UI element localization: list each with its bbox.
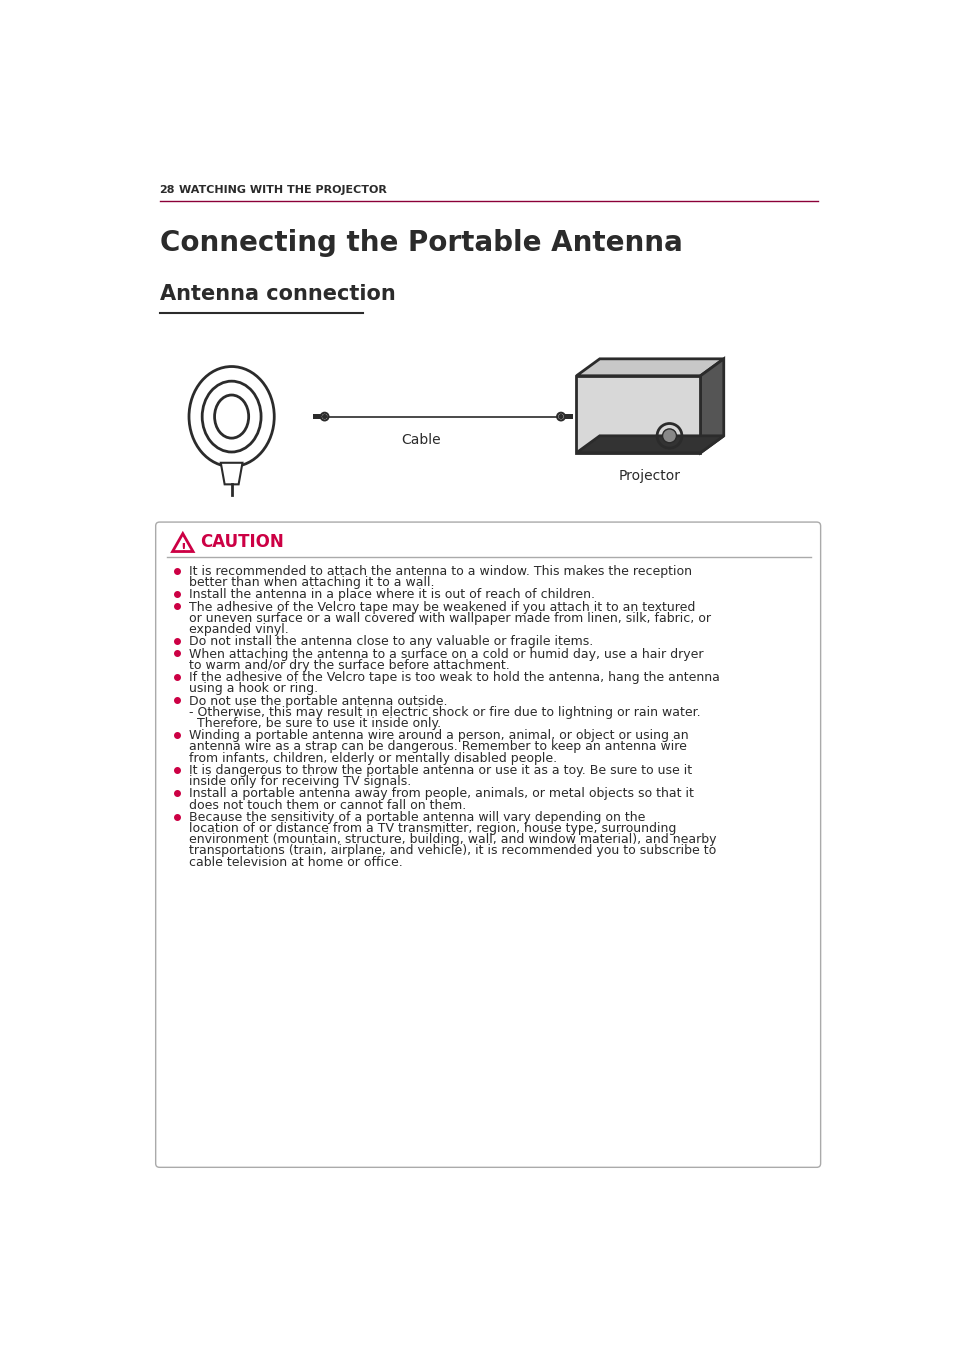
- Text: - Otherwise, this may result in electric shock or fire due to lightning or rain : - Otherwise, this may result in electric…: [189, 705, 700, 719]
- FancyBboxPatch shape: [564, 414, 572, 418]
- Text: expanded vinyl.: expanded vinyl.: [189, 623, 289, 636]
- Text: to warm and/or dry the surface before attachment.: to warm and/or dry the surface before at…: [189, 659, 509, 672]
- Polygon shape: [576, 376, 700, 452]
- Text: does not touch them or cannot fall on them.: does not touch them or cannot fall on th…: [189, 799, 466, 811]
- Text: Cable: Cable: [401, 432, 441, 447]
- Polygon shape: [220, 463, 242, 485]
- Polygon shape: [172, 533, 193, 551]
- Text: Projector: Projector: [618, 468, 680, 483]
- Polygon shape: [700, 359, 723, 452]
- Text: transportations (train, airplane, and vehicle), it is recommended you to subscri: transportations (train, airplane, and ve…: [189, 845, 716, 857]
- Text: The adhesive of the Velcro tape may be weakened if you attach it to an textured: The adhesive of the Velcro tape may be w…: [189, 601, 695, 613]
- FancyBboxPatch shape: [155, 523, 820, 1167]
- Circle shape: [558, 414, 562, 418]
- Text: using a hook or ring.: using a hook or ring.: [189, 682, 317, 695]
- FancyBboxPatch shape: [313, 414, 320, 418]
- Text: If the adhesive of the Velcro tape is too weak to hold the antenna, hang the ant: If the adhesive of the Velcro tape is to…: [189, 672, 720, 684]
- Text: !: !: [180, 542, 186, 555]
- Text: It is recommended to attach the antenna to a window. This makes the reception: It is recommended to attach the antenna …: [189, 565, 691, 578]
- Text: antenna wire as a strap can be dangerous. Remember to keep an antenna wire: antenna wire as a strap can be dangerous…: [189, 741, 686, 753]
- Text: Install a portable antenna away from people, animals, or metal objects so that i: Install a portable antenna away from peo…: [189, 788, 693, 800]
- Text: When attaching the antenna to a surface on a cold or humid day, use a hair dryer: When attaching the antenna to a surface …: [189, 647, 702, 661]
- Text: Winding a portable antenna wire around a person, animal, or object or using an: Winding a portable antenna wire around a…: [189, 730, 688, 742]
- Text: from infants, children, elderly or mentally disabled people.: from infants, children, elderly or menta…: [189, 751, 557, 765]
- Circle shape: [661, 429, 676, 443]
- Text: Do not use the portable antenna outside.: Do not use the portable antenna outside.: [189, 695, 447, 708]
- Text: location of or distance from a TV transmitter, region, house type, surrounding: location of or distance from a TV transm…: [189, 822, 676, 835]
- Text: environment (mountain, structure, building, wall, and window material), and near: environment (mountain, structure, buildi…: [189, 833, 716, 846]
- Text: WATCHING WITH THE PROJECTOR: WATCHING WITH THE PROJECTOR: [179, 185, 386, 195]
- Text: It is dangerous to throw the portable antenna or use it as a toy. Be sure to use: It is dangerous to throw the portable an…: [189, 764, 691, 777]
- Circle shape: [322, 414, 326, 418]
- Text: CAUTION: CAUTION: [199, 533, 283, 551]
- Text: Connecting the Portable Antenna: Connecting the Portable Antenna: [159, 229, 681, 257]
- Text: inside only for receiving TV signals.: inside only for receiving TV signals.: [189, 774, 411, 788]
- Text: Therefore, be sure to use it inside only.: Therefore, be sure to use it inside only…: [189, 716, 440, 730]
- Text: better than when attaching it to a wall.: better than when attaching it to a wall.: [189, 575, 434, 589]
- Polygon shape: [576, 359, 723, 376]
- Polygon shape: [576, 436, 723, 452]
- Text: 28: 28: [159, 185, 174, 195]
- Text: or uneven surface or a wall covered with wallpaper made from linen, silk, fabric: or uneven surface or a wall covered with…: [189, 612, 710, 624]
- Text: Antenna connection: Antenna connection: [159, 283, 395, 303]
- Text: Because the sensitivity of a portable antenna will vary depending on the: Because the sensitivity of a portable an…: [189, 811, 644, 823]
- Text: cable television at home or office.: cable television at home or office.: [189, 856, 402, 868]
- Text: Do not install the antenna close to any valuable or fragile items.: Do not install the antenna close to any …: [189, 635, 593, 649]
- Text: Install the antenna in a place where it is out of reach of children.: Install the antenna in a place where it …: [189, 589, 595, 601]
